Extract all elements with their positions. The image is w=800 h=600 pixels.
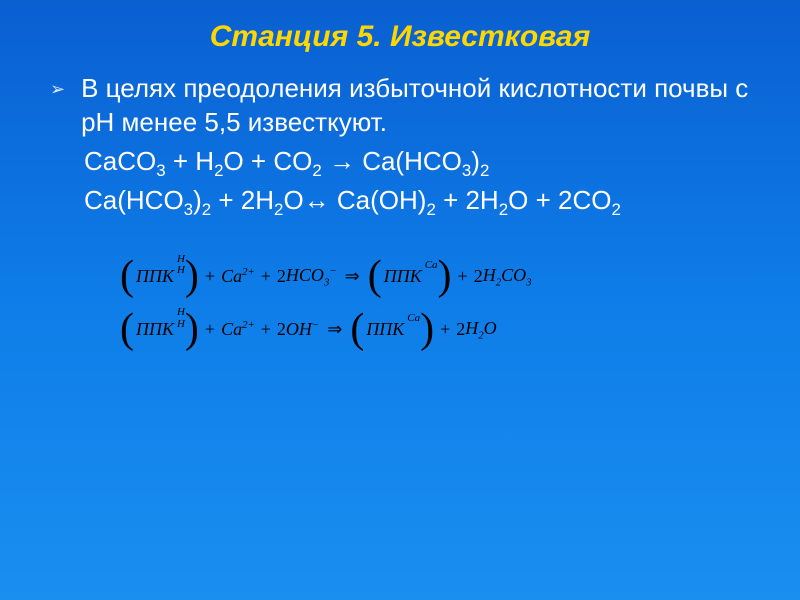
bullet-marker-icon: ➢ bbox=[50, 78, 65, 140]
slide: Станция 5. Известковая ➢ В целях преодол… bbox=[0, 0, 800, 387]
bullet-text: В целях преодоления избыточной кислотнос… bbox=[81, 72, 750, 140]
ppk-formulas: (ППКHH)+Ca2++2HCO3−⇒(ППКCa)+2H2CO3 (ППКHH… bbox=[120, 260, 750, 347]
slide-title: Станция 5. Известковая bbox=[50, 20, 750, 54]
formula-row: (ППКHH)+Ca2++2OH−⇒(ППКCa)+2H2O bbox=[120, 313, 750, 347]
formula-row: (ППКHH)+Ca2++2HCO3−⇒(ППКCa)+2H2CO3 bbox=[120, 260, 750, 294]
equation-2: Ca(HCO3)2 + 2H2O↔ Ca(OH)2 + 2H2O + 2CO2 bbox=[84, 183, 750, 222]
bullet-row: ➢ В целях преодоления избыточной кислотн… bbox=[50, 72, 750, 140]
equation-1: CaCO3 + H2O + CO2 → Ca(HCO3)2 bbox=[84, 144, 750, 183]
